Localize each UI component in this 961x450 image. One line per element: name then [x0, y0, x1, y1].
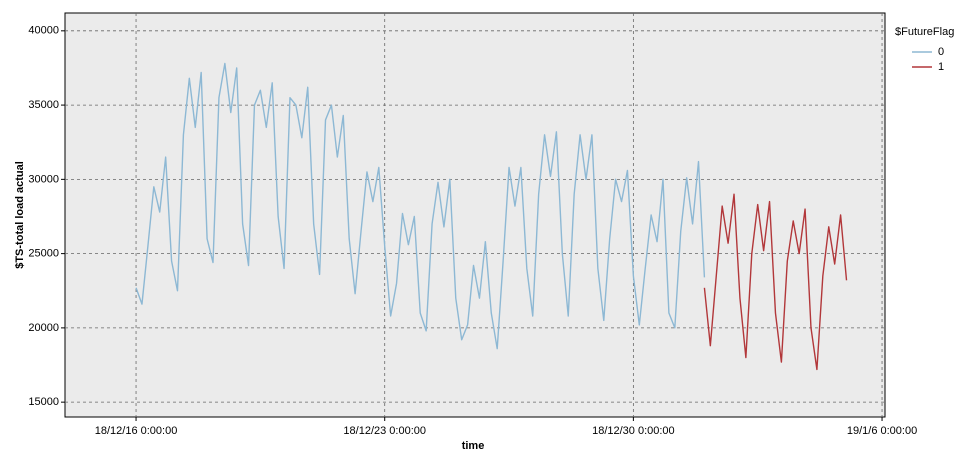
y-tick-label: 25000 [28, 248, 59, 260]
y-tick-label: 20000 [28, 322, 59, 334]
x-axis-label: time [462, 440, 485, 450]
y-tick-label: 40000 [28, 25, 59, 37]
legend-label: 1 [938, 61, 944, 73]
series-line [135, 62, 706, 350]
x-tick-label: 18/12/30 0:00:00 [592, 425, 675, 437]
x-tick-label: 18/12/16 0:00:00 [95, 425, 178, 437]
legend-label: 0 [938, 46, 944, 58]
legend-title: $FutureFlag [895, 26, 954, 38]
y-tick-label: 30000 [28, 173, 59, 185]
x-tick-label: 18/12/23 0:00:00 [343, 425, 426, 437]
y-tick-label: 15000 [28, 396, 59, 408]
x-tick-label: 19/1/6 0:00:00 [847, 425, 917, 437]
grid [65, 13, 885, 417]
lines [135, 62, 848, 371]
series-line [703, 193, 848, 371]
legend: $FutureFlag 0 1 [895, 26, 954, 73]
y-tick-label: 35000 [28, 99, 59, 111]
plot-area [64, 12, 886, 418]
axes: 15000 20000 25000 30000 35000 40000 18/12/16 0… [28, 25, 917, 437]
y-axis-label: $TS-total load actual [14, 161, 26, 269]
